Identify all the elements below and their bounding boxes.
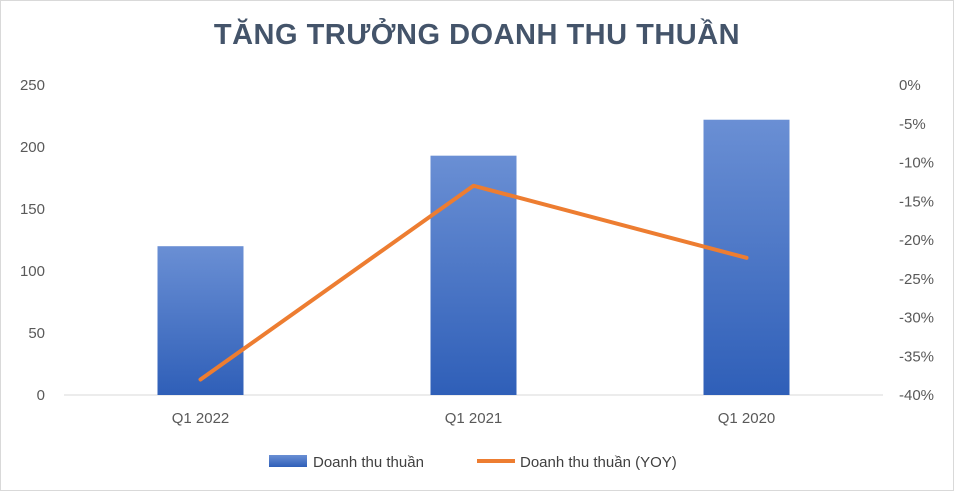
yoy-line — [198, 183, 749, 382]
legend-label-line: Doanh thu thuần (YOY) — [520, 454, 677, 471]
right-axis-ticks: 0% -5% -10% -15% -20% -25% -30% -35% -40% — [899, 77, 934, 404]
left-axis-tick-label: 250 — [20, 77, 45, 94]
right-axis-tick-label: -35% — [899, 348, 934, 365]
legend-swatch-bar — [269, 455, 307, 467]
right-axis-tick-label: -5% — [899, 116, 926, 133]
left-axis-tick-label: 0 — [37, 387, 45, 404]
line-series — [198, 183, 749, 382]
left-axis-tick-label: 200 — [20, 139, 45, 156]
left-axis-tick-label: 150 — [20, 201, 45, 218]
left-axis-tick-label: 100 — [20, 263, 45, 280]
right-axis-tick-label: 0% — [899, 77, 921, 94]
category-label: Q1 2021 — [445, 410, 503, 427]
category-label: Q1 2022 — [172, 410, 230, 427]
bar-series — [157, 119, 790, 395]
right-axis-tick-label: -15% — [899, 193, 934, 210]
bar-1 — [157, 246, 244, 395]
right-axis-tick-label: -25% — [899, 271, 934, 288]
category-label: Q1 2020 — [718, 410, 776, 427]
left-axis-tick-label: 50 — [28, 325, 45, 342]
legend-label-bar: Doanh thu thuần — [313, 454, 424, 471]
left-axis-ticks: 0 50 100 150 200 250 — [20, 77, 45, 404]
right-axis-tick-label: -30% — [899, 310, 934, 327]
legend: Doanh thu thuần Doanh thu thuần (YOY) — [269, 454, 677, 471]
chart-title: TĂNG TRƯỞNG DOANH THU THUẦN — [213, 19, 741, 51]
right-axis-tick-label: -10% — [899, 155, 934, 172]
bar-2 — [430, 155, 517, 395]
right-axis-tick-label: -40% — [899, 387, 934, 404]
category-labels: Q1 2022 Q1 2021 Q1 2020 — [172, 410, 776, 427]
right-axis-tick-label: -20% — [899, 232, 934, 249]
